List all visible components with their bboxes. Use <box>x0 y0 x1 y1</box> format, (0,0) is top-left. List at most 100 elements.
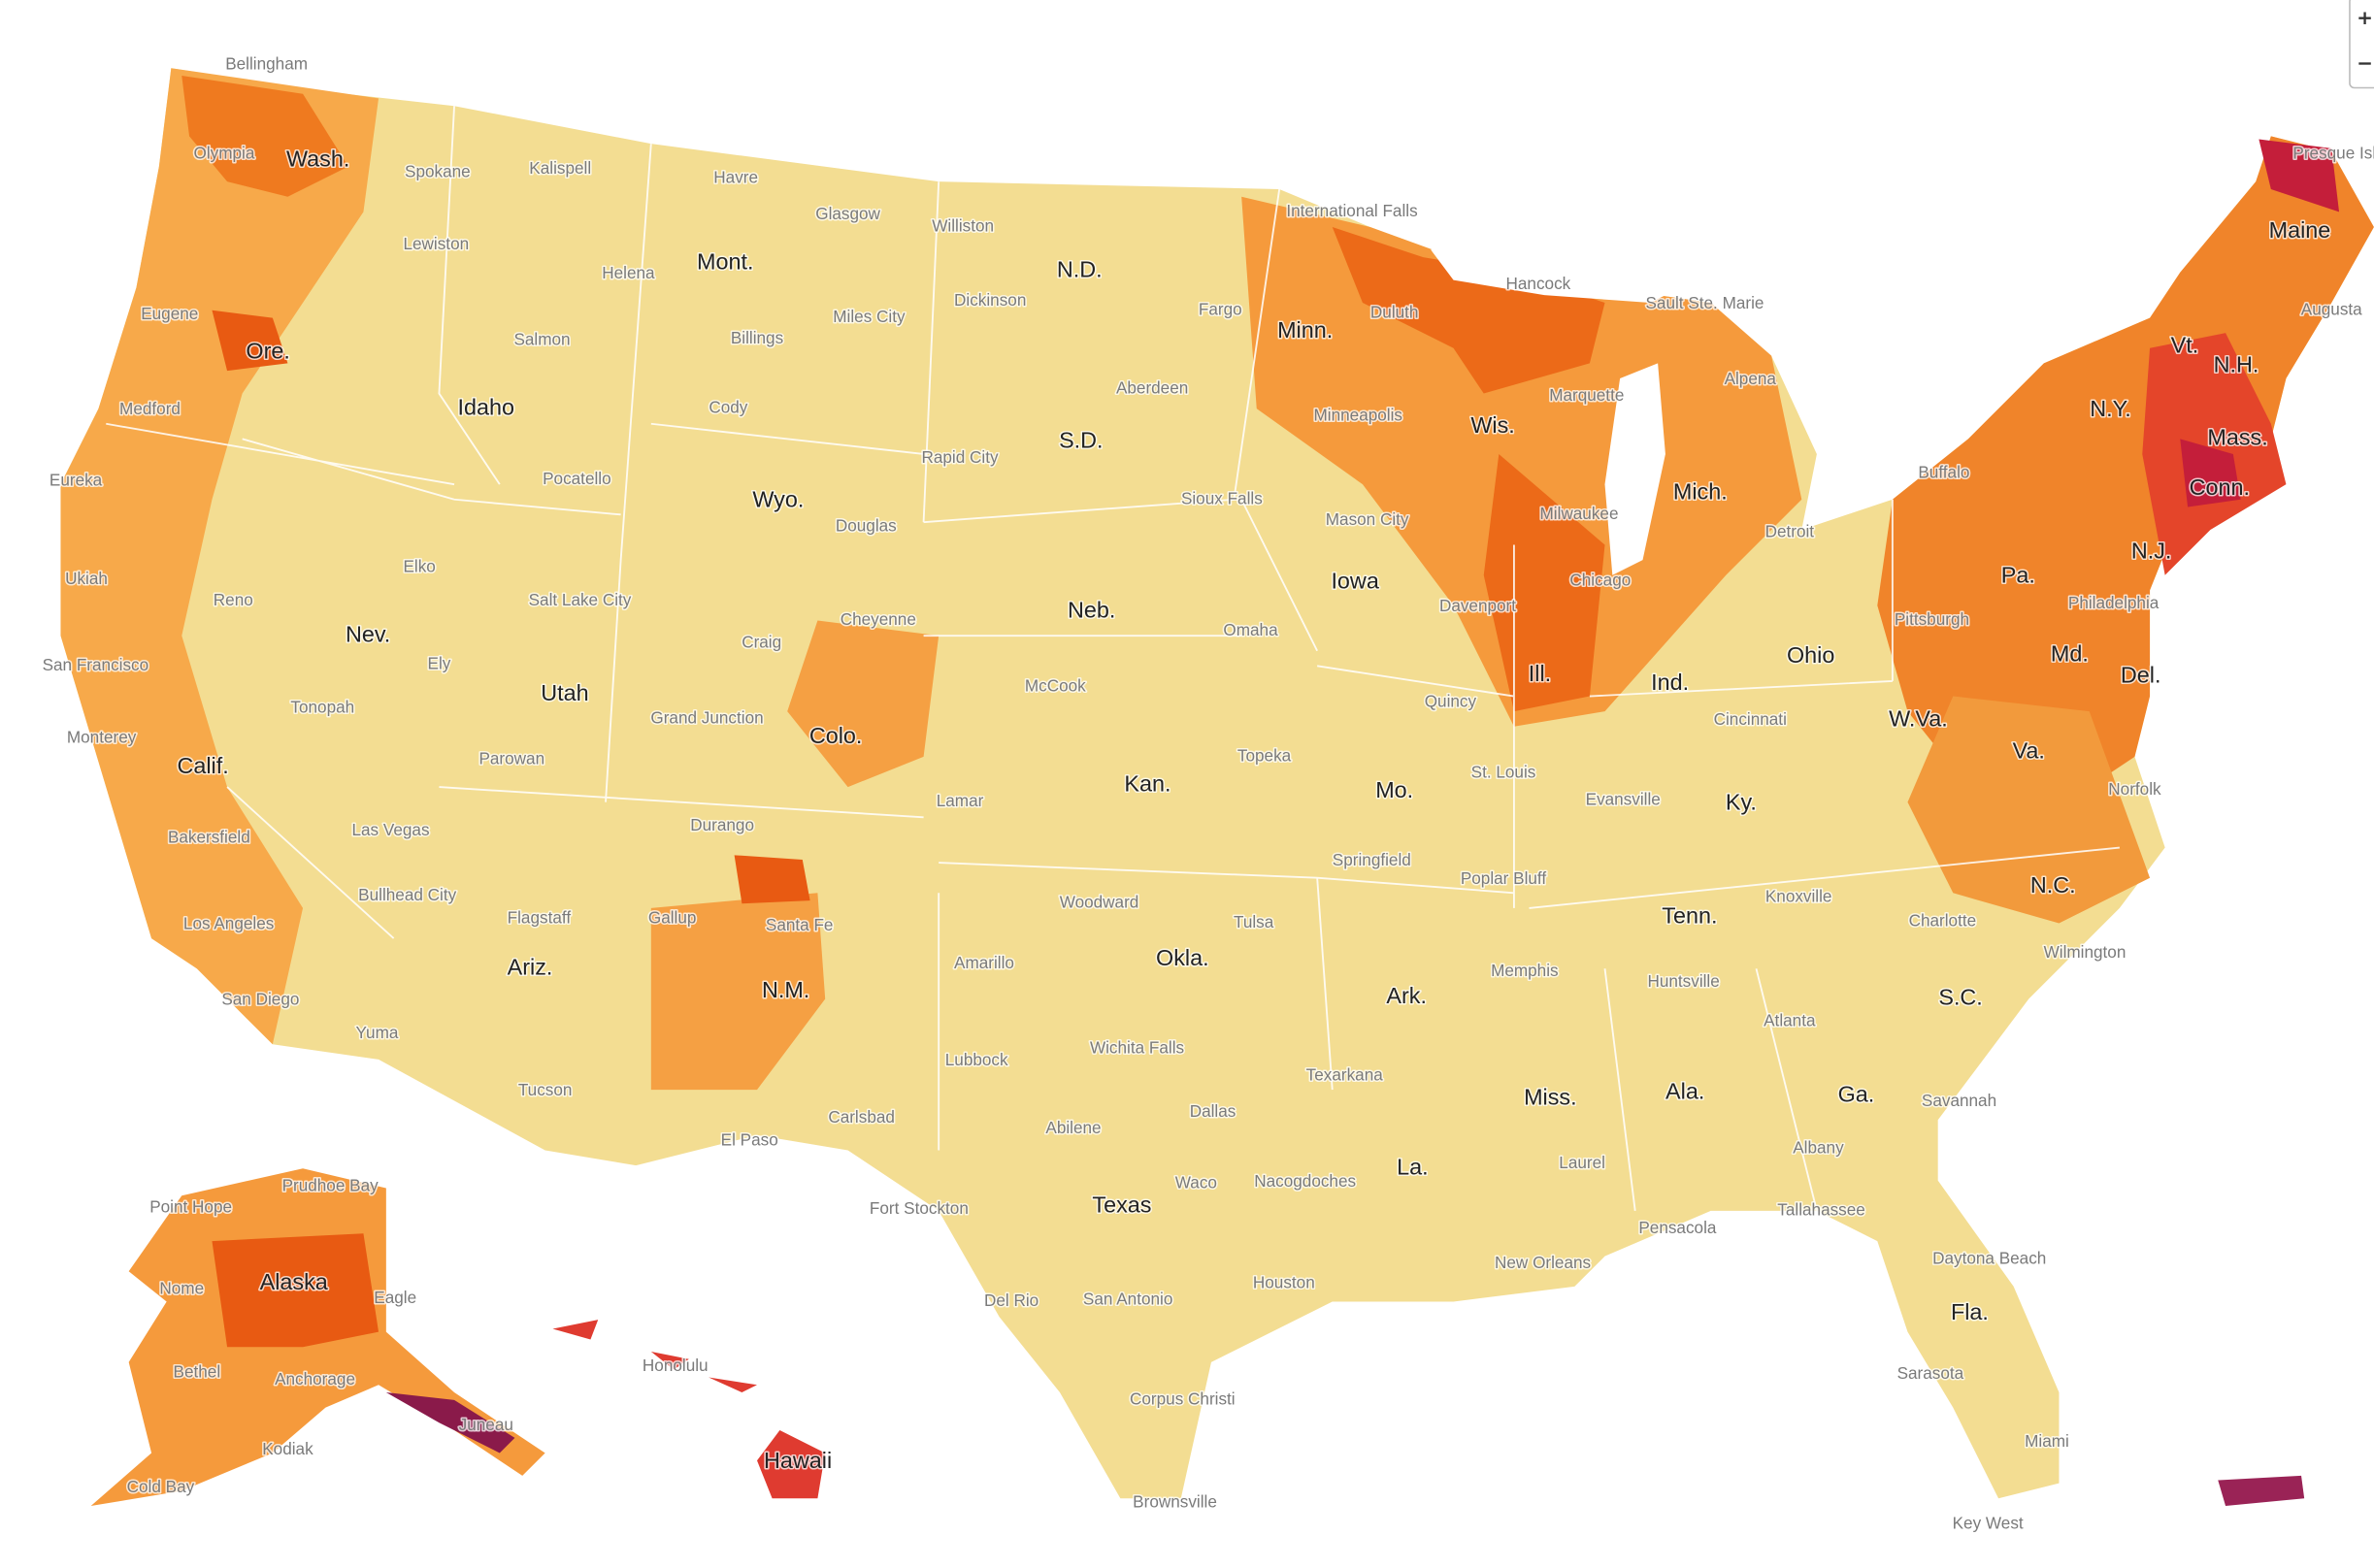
city-label: Helena <box>602 263 655 282</box>
city-label: Tulsa <box>1234 912 1274 931</box>
city-label: Los Angeles <box>183 914 274 933</box>
city-label: Yuma <box>356 1023 399 1042</box>
state-label: Va. <box>2013 737 2045 763</box>
lake-michigan <box>1604 363 1665 575</box>
city-label: Waco <box>1175 1172 1217 1192</box>
zoom-in-icon[interactable] <box>2358 12 2371 24</box>
city-label: Duluth <box>1370 302 1419 321</box>
state-label: Ky. <box>1726 789 1757 814</box>
city-label: Glasgow <box>815 204 880 223</box>
state-label: Vt. <box>2171 332 2199 357</box>
city-label: Fort Stockton <box>870 1198 969 1218</box>
state-label: N.Y. <box>2090 396 2130 421</box>
city-label: Bethel <box>174 1361 221 1381</box>
city-label: Tucson <box>518 1080 573 1099</box>
state-label: Mich. <box>1673 479 1728 505</box>
state-label: Wash. <box>286 147 349 172</box>
state-labels: Wash. Ore. Calif. Idaho Nev. Mont. Wyo. Utah Col… <box>176 145 2332 1475</box>
city-label: Miami <box>2025 1431 2069 1451</box>
city-label: Elko <box>403 556 435 575</box>
city-label: Lubbock <box>945 1050 1008 1069</box>
state-label: Ariz. <box>508 954 553 979</box>
city-label: Reno <box>214 590 253 609</box>
city-label: Poplar Bluff <box>1461 868 1547 888</box>
city-label: Woodward <box>1060 893 1139 912</box>
city-label: San Antonio <box>1083 1289 1172 1308</box>
state-label: Hawaii <box>764 1448 832 1473</box>
state-label: N.J. <box>2131 539 2172 564</box>
city-label: Tonopah <box>290 698 354 717</box>
state-label: Ala. <box>1665 1078 1704 1103</box>
alaska-southeast <box>385 1392 515 1454</box>
city-label: Brownsville <box>1133 1491 1217 1511</box>
city-label: Spokane <box>405 161 471 180</box>
city-label: Kalispell <box>529 158 591 178</box>
city-label: Santa Fe <box>766 915 834 934</box>
city-label: Atlanta <box>1764 1010 1816 1029</box>
state-label: N.D. <box>1057 256 1103 281</box>
puerto-rico <box>2218 1475 2305 1507</box>
city-label: Cincinnati <box>1714 709 1787 729</box>
state-label: Mont. <box>697 249 753 275</box>
city-label: Augusta <box>2301 299 2362 318</box>
city-label: Presque Isle <box>2292 144 2374 163</box>
city-label: Mason City <box>1326 509 1409 529</box>
city-label: Dallas <box>1190 1101 1236 1121</box>
city-label: Sarasota <box>1897 1363 1964 1383</box>
city-label: Flagstaff <box>508 907 572 927</box>
city-label: Fargo <box>1199 299 1242 318</box>
state-label: S.C. <box>1938 985 1982 1010</box>
city-label: Daytona Beach <box>1932 1248 2046 1267</box>
city-label: Douglas <box>836 515 897 535</box>
west-coast-high <box>60 68 379 1045</box>
city-label: San Diego <box>221 990 299 1009</box>
city-label: Chicago <box>1569 571 1631 590</box>
city-label: Del Rio <box>984 1290 1039 1310</box>
state-label: Ind. <box>1651 670 1689 695</box>
city-label: Sault Ste. Marie <box>1645 293 1764 312</box>
city-label: Billings <box>731 328 783 347</box>
city-label: Grand Junction <box>650 707 763 727</box>
city-label: Gallup <box>648 907 697 927</box>
city-label: Monterey <box>67 728 137 747</box>
city-label: Charlotte <box>1909 910 1977 930</box>
city-label: Eugene <box>141 304 198 323</box>
state-label: N.C. <box>2030 872 2076 898</box>
city-label: Springfield <box>1333 850 1411 869</box>
nj-ny-core <box>2180 439 2241 507</box>
state-label: Md. <box>2051 641 2089 667</box>
state-label: Kan. <box>1124 771 1171 797</box>
city-label: Cody <box>709 398 747 417</box>
city-label: Miles City <box>833 307 906 326</box>
city-label: Davenport <box>1439 596 1516 615</box>
state-label: Okla. <box>1156 945 1209 970</box>
state-label: Mass. <box>2207 425 2267 450</box>
city-label: Ukiah <box>65 569 108 588</box>
city-label: Amarillo <box>954 953 1014 972</box>
virginia-carolina <box>1907 696 2151 924</box>
city-label: Abilene <box>1045 1118 1101 1137</box>
city-label: Juneau <box>459 1415 513 1434</box>
city-label: Nome <box>159 1279 204 1298</box>
city-label: Memphis <box>1491 961 1559 980</box>
state-label: Ga. <box>1838 1082 1875 1107</box>
state-label: Fla. <box>1951 1299 1989 1324</box>
city-label: Pocatello <box>543 469 611 488</box>
city-label: Pittsburgh <box>1895 609 1969 629</box>
contiguous-us <box>60 68 2374 1499</box>
city-label: Craig <box>742 632 781 651</box>
city-label: Corpus Christi <box>1130 1388 1236 1408</box>
state-label: Ohio <box>1787 642 1834 668</box>
zoom-control[interactable] <box>2349 0 2374 89</box>
city-label: Durango <box>690 815 754 834</box>
upper-midwest <box>1241 196 1802 727</box>
state-label: Tenn. <box>1662 902 1717 928</box>
state-label: Ill. <box>1529 661 1551 686</box>
zoom-box[interactable] <box>2349 0 2374 89</box>
city-label: Williston <box>932 216 994 236</box>
city-label: Bakersfield <box>168 828 250 847</box>
city-label: Kodiak <box>262 1439 313 1458</box>
city-label: Bullhead City <box>358 885 456 904</box>
city-label: Marquette <box>1549 385 1624 405</box>
